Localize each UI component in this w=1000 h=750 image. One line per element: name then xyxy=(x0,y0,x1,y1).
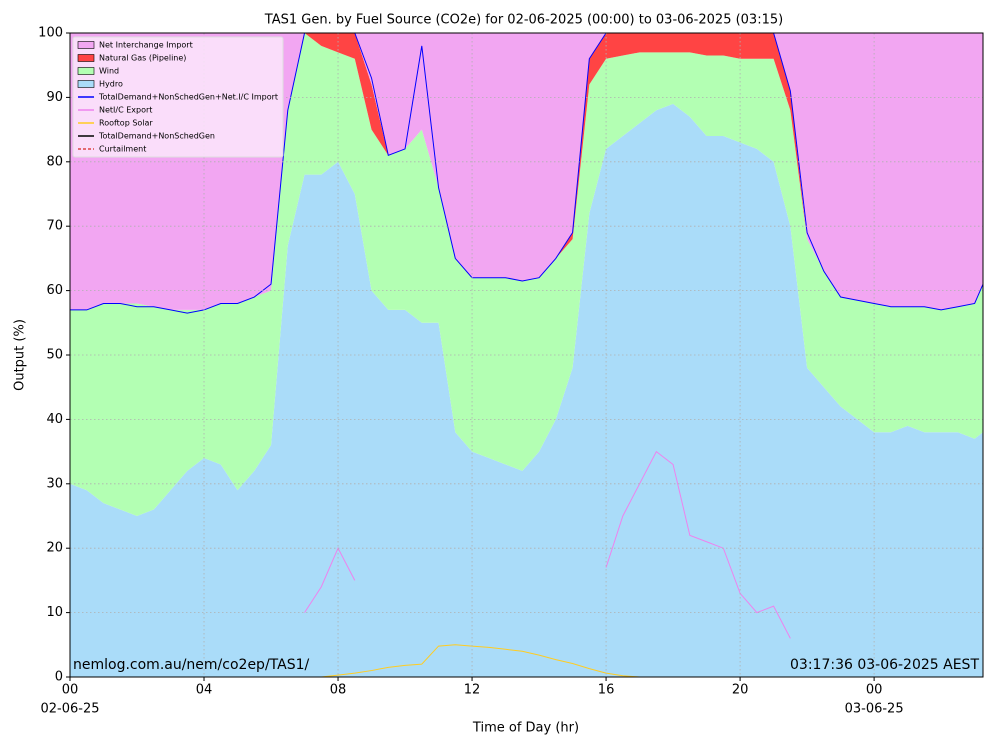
y-axis-label: Output (%) xyxy=(13,319,28,391)
x-date-label: 02-06-25 xyxy=(40,702,99,717)
line-0 xyxy=(70,32,984,314)
legend-label: Curtailment xyxy=(99,145,146,154)
x-date-label: 03-06-25 xyxy=(845,702,904,717)
source-note: nemlog.com.au/nem/co2ep/TAS1/ xyxy=(73,657,309,673)
x-axis-label: Time of Day (hr) xyxy=(472,721,579,736)
y-tick-label: 30 xyxy=(46,476,63,491)
x-tick-label: 08 xyxy=(330,683,347,698)
x-tick-label: 00 xyxy=(866,683,883,698)
y-tick-label: 50 xyxy=(46,348,63,363)
legend-label: NetI/C Export xyxy=(99,106,152,115)
legend-box xyxy=(72,36,284,158)
x-tick-label: 04 xyxy=(196,683,213,698)
chart-title: TAS1 Gen. by Fuel Source (CO2e) for 02-0… xyxy=(264,13,783,28)
legend-label: TotalDemand+NonSchedGen+Net.I/C Import xyxy=(98,93,278,102)
y-tick-label: 0 xyxy=(55,670,63,685)
legend: Net Interchange Import Natural Gas (Pipel… xyxy=(72,36,284,158)
y-tick-label: 90 xyxy=(46,90,63,105)
x-tick-label: 16 xyxy=(598,683,615,698)
y-tick-label: 20 xyxy=(46,541,63,556)
area-3 xyxy=(70,33,983,310)
legend-swatch xyxy=(77,54,95,62)
legend-swatch xyxy=(77,80,95,88)
legend-label: Hydro xyxy=(99,80,123,89)
area-0 xyxy=(70,103,983,678)
legend-swatch xyxy=(77,41,95,49)
line-1 xyxy=(304,450,791,639)
legend-swatch xyxy=(77,67,95,75)
legend-label: Natural Gas (Pipeline) xyxy=(99,54,186,63)
legend-label: Net Interchange Import xyxy=(99,41,193,50)
y-tick-label: 40 xyxy=(46,412,63,427)
x-tick-label: 12 xyxy=(464,683,481,698)
timestamp-note: 03:17:36 03-06-2025 AEST xyxy=(790,657,979,673)
legend-label: Wind xyxy=(99,67,119,76)
y-tick-label: 10 xyxy=(46,605,63,620)
y-tick-label: 70 xyxy=(46,219,63,234)
area-1 xyxy=(70,33,983,516)
x-tick-label: 00 xyxy=(62,683,79,698)
legend-label: Rooftop Solar xyxy=(99,119,153,128)
y-tick-label: 60 xyxy=(46,283,63,298)
y-tick-label: 100 xyxy=(38,26,63,41)
x-tick-label: 20 xyxy=(732,683,749,698)
legend-label: TotalDemand+NonSchedGen xyxy=(98,132,215,141)
y-tick-label: 80 xyxy=(46,154,63,169)
